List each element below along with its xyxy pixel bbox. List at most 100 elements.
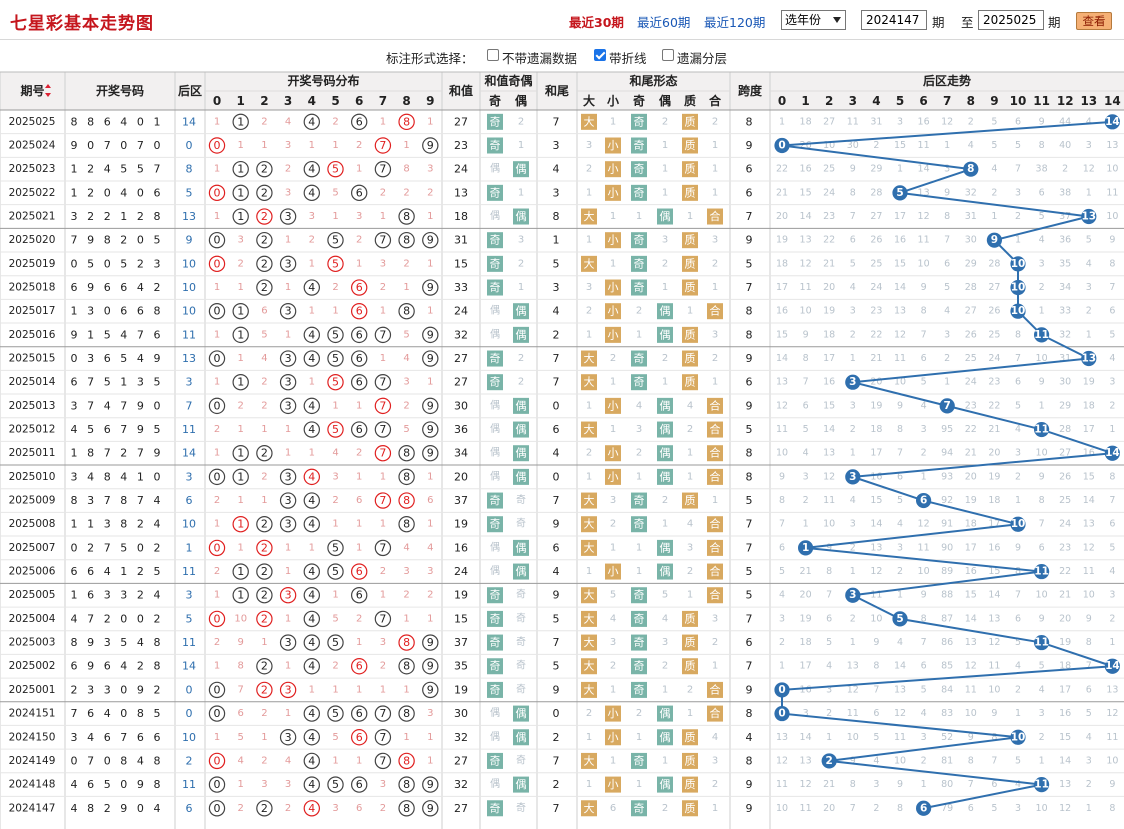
option-no-miss-checkbox[interactable]	[487, 49, 499, 61]
parity-tag	[513, 326, 529, 343]
hit-ball	[232, 445, 249, 462]
form-tag	[631, 184, 647, 201]
number-cell: 1	[120, 376, 127, 389]
trend-miss: 16	[800, 684, 812, 695]
query-button[interactable]: 查看	[1076, 12, 1112, 30]
sum-tail-cell: 4	[553, 163, 560, 176]
miss-value: 2	[332, 661, 338, 672]
number-cell: 0	[71, 541, 78, 554]
issue-cell: 2024148	[9, 779, 56, 791]
parity-miss: 偶	[490, 469, 500, 482]
miss-value: 5	[238, 732, 244, 743]
hit-ball	[374, 445, 392, 462]
hit-ball	[256, 800, 273, 817]
hit-ball-number: 3	[285, 210, 292, 223]
trend-miss: 8	[850, 187, 856, 198]
trend-miss: 35	[1059, 258, 1071, 269]
miss-value: 4	[332, 448, 338, 459]
miss-value: 2	[261, 377, 267, 388]
form-tag	[631, 161, 647, 178]
trend-miss: 7	[803, 377, 809, 388]
miss-value: 1	[285, 448, 291, 459]
number-cell: 6	[104, 423, 111, 436]
option-layer-checkbox[interactable]	[662, 49, 674, 61]
trend-miss: 13	[894, 306, 906, 317]
form-tag	[605, 303, 621, 320]
trend-miss: 31	[965, 211, 977, 222]
back-cell: 11	[182, 423, 196, 436]
hit-ball-number: 9	[427, 234, 434, 247]
form-tag-text: 大	[584, 801, 595, 815]
trend-miss: 3	[1109, 590, 1115, 601]
hit-ball	[303, 421, 320, 438]
form-miss: 2	[712, 116, 718, 127]
trend-miss: 31	[1059, 353, 1071, 364]
number-cell: 2	[137, 565, 144, 578]
hit-ball-number: 0	[214, 305, 221, 318]
form-tag	[682, 752, 698, 769]
hit-ball	[398, 113, 415, 131]
form-miss: 3	[662, 235, 668, 246]
form-tag-text: 大	[584, 209, 595, 223]
option-line-checkbox[interactable]	[594, 49, 606, 61]
hit-ball-number: 0	[214, 352, 221, 365]
hit-ball-number: 4	[308, 660, 315, 673]
sum-tail-cell: 4	[553, 447, 560, 460]
trend-miss: 7	[1039, 519, 1045, 530]
range-120-link[interactable]: 最近120期	[704, 15, 766, 30]
hit-ball	[303, 468, 320, 486]
option-layer-label[interactable]: 遗漏分层	[677, 51, 728, 66]
back-trend-header: 后区走势	[923, 73, 971, 88]
trend-ball	[845, 374, 861, 390]
to-issue-input[interactable]: 2025025	[978, 10, 1044, 30]
hit-ball-number: 9	[427, 683, 434, 696]
number-cell: 3	[71, 731, 78, 744]
trend-miss: 5	[1109, 542, 1115, 553]
sum-cell: 15	[454, 612, 468, 625]
trend-miss: 29	[1059, 400, 1071, 411]
miss-value: 2	[427, 590, 433, 601]
trend-miss: 2	[1039, 282, 1045, 293]
trend-miss: 18	[776, 258, 788, 269]
trend-miss: 13	[988, 613, 1000, 624]
form-miss: 1	[610, 424, 616, 435]
trend-miss: 5	[944, 282, 950, 293]
trend-miss: 14	[1059, 755, 1071, 766]
span-cell: 8	[746, 328, 753, 341]
trend-miss: 6	[944, 258, 950, 269]
trend-miss: 5	[1015, 140, 1021, 151]
hit-ball	[398, 468, 415, 486]
form-tag	[581, 587, 597, 604]
parity-header: 偶	[515, 93, 527, 108]
issue-cell: 2025015	[9, 353, 56, 365]
number-cell: 7	[137, 328, 144, 341]
hit-ball	[303, 563, 320, 580]
back-cell: 0	[186, 139, 193, 152]
hit-ball-number: 8	[403, 447, 410, 460]
parity-tag	[487, 658, 503, 675]
form-tag-text: 奇	[634, 352, 645, 365]
hit-ball-number: 8	[403, 518, 410, 531]
number-cell: 6	[154, 328, 161, 341]
year-select[interactable]: 选年份	[781, 10, 846, 30]
hit-ball-number: 5	[332, 778, 339, 791]
trend-miss: 14	[918, 164, 930, 175]
sum-cell: 23	[454, 139, 468, 152]
trend-miss: 8	[1086, 637, 1092, 648]
trend-miss: 29	[870, 164, 882, 175]
option-line-label[interactable]: 带折线	[609, 51, 647, 66]
sort-icon	[45, 84, 51, 97]
trend-miss: 7	[1109, 282, 1115, 293]
form-miss: 1	[586, 566, 592, 577]
range-30-link[interactable]: 最近30期	[569, 15, 624, 30]
range-60-link[interactable]: 最近60期	[637, 15, 691, 30]
trend-miss: 4	[1109, 353, 1115, 364]
option-no-miss-label[interactable]: 不带遗漏数据	[502, 51, 578, 66]
trend-ball-number: 10	[1011, 518, 1026, 530]
miss-value: 1	[309, 684, 315, 695]
span-cell: 7	[746, 281, 753, 294]
hit-ball	[279, 374, 297, 391]
trend-miss: 6	[1015, 116, 1021, 127]
from-issue-input[interactable]: 2024147	[861, 10, 927, 30]
number-cell: 0	[120, 778, 127, 791]
